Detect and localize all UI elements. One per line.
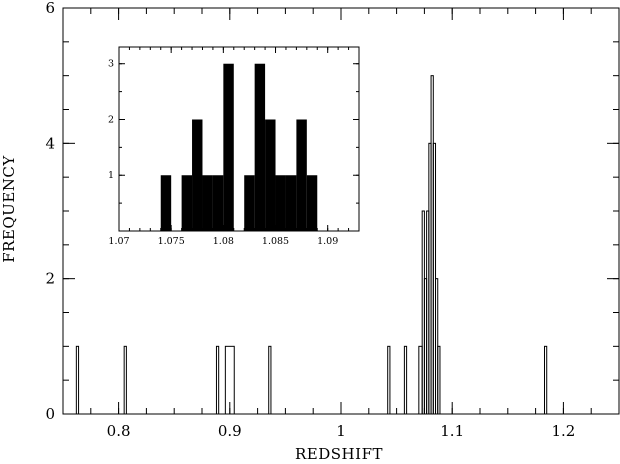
main-x-tick-label-3: 1.1 (440, 422, 464, 440)
inset-x-tick-label-4: 1.09 (317, 236, 338, 247)
main-bar-1 (123, 345, 127, 415)
main-y-tick-label-0: 0 (45, 405, 55, 423)
inset-bar-0 (160, 175, 172, 231)
main-bar-0 (75, 345, 80, 415)
x-axis-title: REDSHIFT (295, 445, 383, 463)
inset-bar-9 (275, 175, 286, 231)
main-x-tick-label-0: 0.8 (107, 422, 131, 440)
main-bar-15 (437, 345, 441, 415)
main-x-tick-label-1: 0.9 (218, 422, 242, 440)
main-bar-5 (387, 345, 391, 415)
main-x-tick-label-4: 1.2 (551, 422, 575, 440)
inset-x-tick-label-2: 1.08 (213, 236, 234, 247)
inset-x-tick-label-3: 1.085 (262, 236, 289, 247)
main-histogram: 0.8 0.9 1 1.1 1.2 0 2 4 6 (45, 0, 620, 440)
inset-bar-8 (265, 119, 276, 231)
inset-x-tick-label-0: 1.07 (108, 236, 129, 247)
inset-bar-7 (254, 63, 266, 232)
main-y-tick-label-3: 6 (45, 0, 55, 17)
y-axis-title: FREQUENCY (0, 155, 18, 263)
inset-bar-6 (244, 175, 255, 231)
inset-bar-4 (212, 175, 224, 231)
inset-bar-2 (192, 119, 203, 231)
main-plot-frame (62, 7, 620, 415)
inset-bar-1 (181, 175, 193, 231)
inset-y-tick-label-1: 2 (108, 114, 114, 125)
inset-plot-frame (118, 46, 360, 232)
main-y-tick-label-1: 2 (45, 270, 55, 288)
main-x-tick-label-2: 1 (336, 422, 346, 440)
main-y-tick-label-2: 4 (45, 134, 55, 152)
inset-x-tick-label-1: 1.075 (158, 236, 185, 247)
main-bar-16 (543, 345, 548, 415)
main-bar-7 (418, 345, 423, 415)
inset-y-tick-label-0: 1 (108, 170, 114, 181)
inset-bar-12 (306, 175, 318, 231)
inset-bar-3 (202, 175, 213, 231)
inset-histogram: 1.07 1.075 1.08 1.085 1.09 1 2 3 (108, 46, 360, 247)
main-bar-6 (403, 345, 408, 415)
inset-y-tick-label-2: 3 (108, 59, 114, 70)
inset-bar-11 (296, 119, 307, 231)
main-bar-2 (215, 345, 220, 415)
main-bar-4 (268, 345, 272, 415)
inset-bar-10 (285, 175, 297, 231)
inset-bar-5 (223, 63, 234, 232)
